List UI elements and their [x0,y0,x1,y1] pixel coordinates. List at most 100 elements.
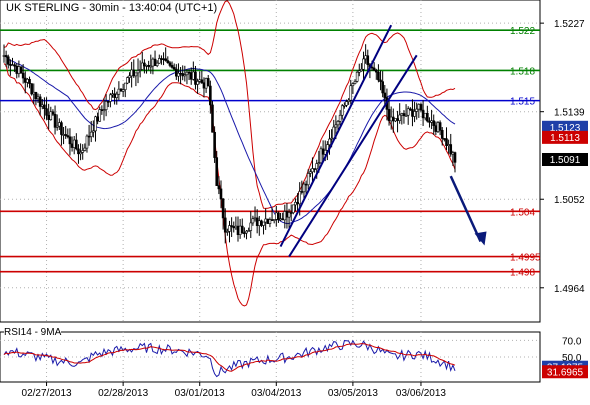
level-label: 1.498 [510,268,535,279]
level-label: 1.4995 [510,253,541,264]
candle-body [206,78,210,87]
candle-body [126,77,129,84]
candle-body [164,58,167,61]
candle-body [323,149,327,155]
candle-body [26,78,29,83]
candle-body [266,218,270,224]
candle-body [255,217,259,226]
candle-body [409,108,412,111]
candle-body [151,58,155,67]
candle-body [372,67,376,71]
chart-title: UK STERLING - 30min - 13:40:04 (UTC+1) [4,2,220,14]
x-tick-label: 03/05/2013 [328,388,378,399]
candle-body [115,93,119,98]
candle-body [351,83,355,87]
candle-body [270,219,274,221]
candle-body [438,122,442,131]
rsi-tick-label: 50.0 [562,353,582,364]
candle-body [83,147,87,151]
candle-body [68,136,72,145]
candle-body [311,168,314,173]
candle-body [360,68,363,72]
candle-body [138,69,142,71]
candle-body [389,116,393,122]
candle-body [451,152,455,155]
candle-body [2,55,6,57]
candle-body [347,99,350,102]
price-badge-label: 1.5113 [550,133,580,144]
candle-body [277,212,280,221]
candle-body [321,148,325,155]
candle-body [217,185,221,190]
candle-body [377,71,380,81]
candle-body [60,122,63,135]
rsi-tick-label: 70.0 [562,336,582,347]
candle-body [153,58,157,66]
candle-body [413,111,416,117]
candle-body [353,81,357,84]
candle-body [64,134,67,136]
y-tick-label: 1.5227 [554,19,585,30]
candle-body [294,201,297,206]
candle-body [434,125,438,132]
price-badge [542,120,588,134]
candle-body [117,88,121,95]
candle-body [426,112,429,122]
candle-body [66,135,70,138]
candle-body [338,114,342,122]
candle-body [232,226,236,229]
candle-body [411,109,414,117]
candle-body [349,85,353,101]
candle-body [43,104,46,109]
candle-body [209,85,212,106]
candle-body [445,138,448,146]
y-tick-label: 1.5139 [554,108,585,119]
candle-body [240,225,244,234]
candle-body [357,70,361,73]
candle-body [72,139,76,148]
candle-body [130,69,133,77]
candle-body [309,171,312,174]
candle-body [172,67,176,70]
candle-body [187,71,191,74]
candle-body [53,113,57,128]
y-tick-label: 1.5052 [554,195,585,206]
candle-body [92,130,95,133]
candle-body [175,68,178,77]
candle-body [168,62,172,66]
candle-body [423,112,427,119]
candle-body [319,148,323,164]
candle-body [211,104,214,133]
candle-body [379,79,382,82]
candle-body [194,71,197,85]
candle-body [245,230,248,234]
candle-body [396,118,399,121]
candle-body [189,72,193,80]
y-tick-label: 1.4964 [554,284,585,295]
candle-body [304,183,308,186]
rsi-panel-title: RSI14 - 9MA [4,327,62,338]
candle-body [253,217,257,220]
candle-body [366,55,370,66]
candle-body [17,66,21,74]
candle-body [402,113,406,116]
candle-body [243,232,246,235]
candle-body [447,144,450,146]
candle-body [257,220,261,226]
candle-body [162,58,165,61]
candle-body [100,109,104,112]
candle-body [355,71,359,82]
candle-body [340,105,344,116]
candle-body [143,62,146,67]
candle-body [98,109,102,122]
candle-body [166,60,170,64]
candle-body [326,144,329,151]
candle-body [345,101,348,106]
candle-body [383,92,387,98]
candle-body [364,55,367,60]
candle-body [128,75,131,78]
candle-body [428,120,431,123]
candle-body [49,111,53,120]
candle-body [296,201,299,205]
